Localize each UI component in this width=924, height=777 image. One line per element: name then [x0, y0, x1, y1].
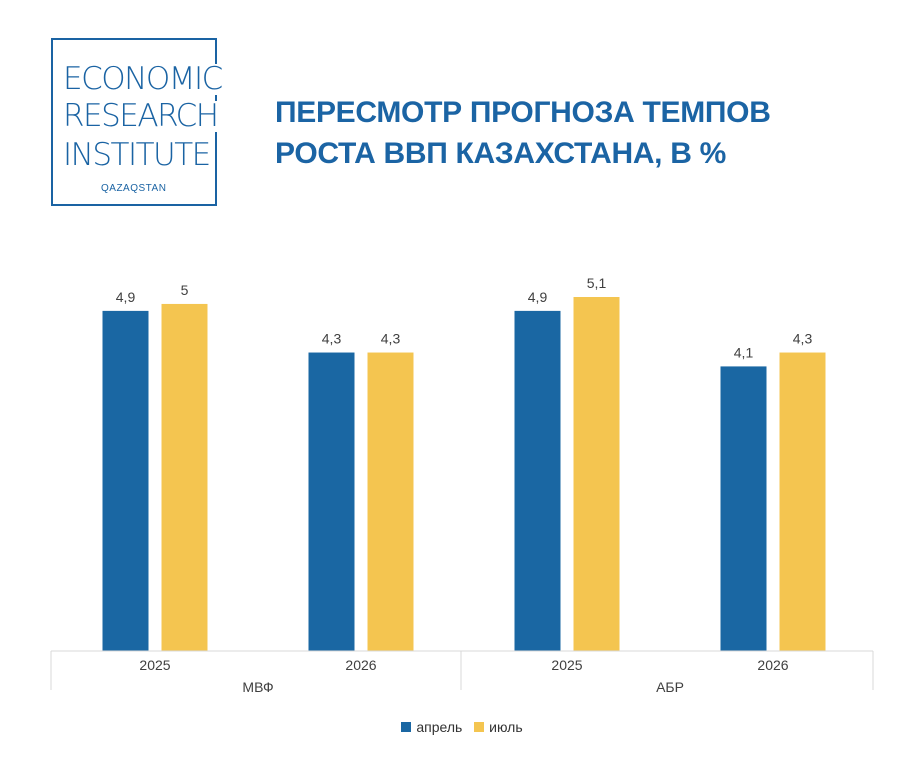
- data-label-july-2: 5,1: [587, 275, 607, 291]
- x-tick-label-1: 2026: [345, 657, 376, 673]
- data-label-july-3: 4,3: [793, 331, 813, 347]
- logo: ECONOMIC RESEARCH INSTITUTE QAZAQSTAN: [51, 38, 224, 206]
- legend-label-april: апрель: [416, 719, 463, 735]
- logo-line-1: ECONOMIC: [63, 61, 224, 97]
- group-label-1: АБР: [656, 679, 684, 695]
- bar-april-3: [720, 366, 767, 651]
- legend-item-april: апрель: [401, 719, 462, 735]
- legend: апрель июль: [0, 719, 924, 735]
- logo-line-3: INSTITUTE: [63, 137, 212, 173]
- legend-swatch-july: [474, 722, 485, 732]
- legend-label-july: июль: [489, 719, 523, 735]
- data-label-april-2: 4,9: [528, 289, 548, 305]
- x-tick-label-2: 2025: [551, 657, 582, 673]
- x-tick-label-3: 2026: [757, 657, 788, 673]
- chart-title-line-1: ПЕРЕСМОТР ПРОГНОЗА ТЕМПОВ: [275, 96, 771, 129]
- legend-item-july: июль: [474, 719, 523, 735]
- bar-april-2: [514, 310, 561, 651]
- legend-swatch-april: [401, 722, 412, 732]
- bar-april-0: [102, 310, 149, 651]
- group-label-0: МВФ: [242, 679, 273, 695]
- logo-subtitle: QAZAQSTAN: [101, 183, 167, 194]
- data-label-april-0: 4,9: [116, 289, 136, 305]
- chart-title: ПЕРЕСМОТР ПРОГНОЗА ТЕМПОВ РОСТА ВВП КАЗА…: [275, 92, 835, 174]
- data-label-april-1: 4,3: [322, 331, 342, 347]
- data-label-july-0: 5: [181, 282, 189, 298]
- data-label-april-3: 4,1: [734, 344, 754, 360]
- logo-line-2: RESEARCH: [63, 98, 220, 134]
- bar-april-1: [308, 352, 355, 651]
- bar-july-2: [573, 297, 620, 651]
- bar-july-3: [779, 352, 826, 651]
- x-tick-label-0: 2025: [139, 657, 170, 673]
- data-label-july-1: 4,3: [381, 331, 401, 347]
- chart-title-line-2: РОСТА ВВП КАЗАХСТАНА, В %: [275, 137, 727, 170]
- bar-july-0: [161, 303, 208, 651]
- bar-july-1: [367, 352, 414, 651]
